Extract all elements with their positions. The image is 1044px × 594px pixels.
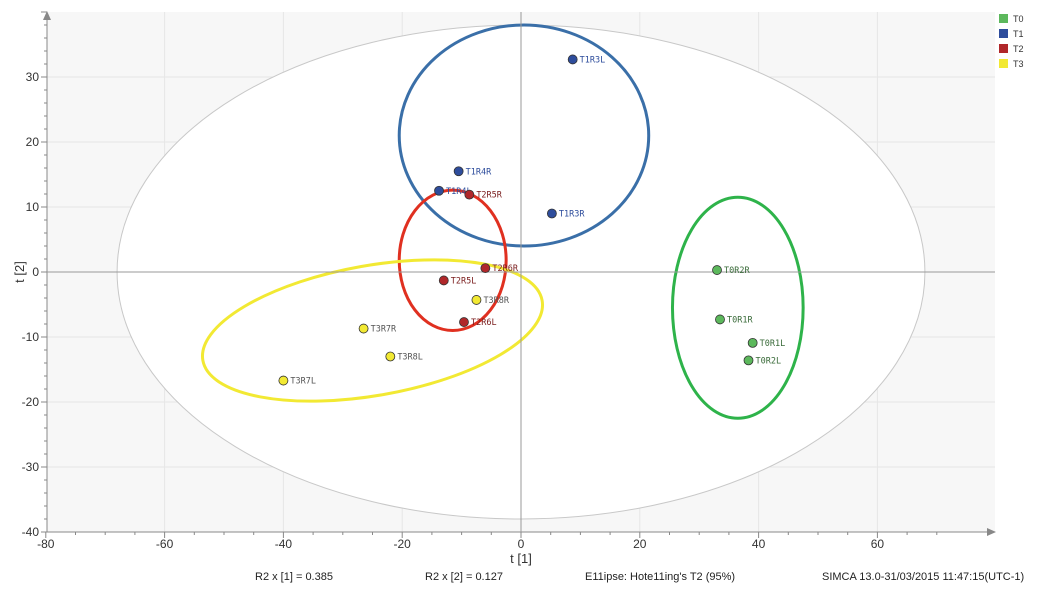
data-points: T0R2R T0R1R T0R1L T0R2L T1R3L T1R4R T1R4L T1R3R… — [278, 54, 786, 387]
legend: T0 T1 T2 T3 — [999, 14, 1024, 69]
x-tick-label: -20 — [394, 537, 412, 551]
r2x-component-2: R2 x [2] = 0.127 — [425, 571, 503, 583]
y-tick-label: 0 — [32, 265, 39, 279]
group-ellipse-t1 — [397, 23, 651, 248]
point-label: T0R1R — [727, 315, 753, 325]
point-t0r2r — [712, 265, 722, 275]
y-tick-label: -20 — [22, 395, 40, 409]
y-tick-label: -10 — [22, 330, 40, 344]
x-tick-label: -80 — [37, 537, 55, 551]
legend-label: T1 — [1013, 29, 1024, 39]
y-tick-label: -30 — [22, 460, 40, 474]
point-t3r8l — [385, 351, 396, 362]
x-tick-label: 40 — [752, 537, 766, 551]
legend-swatch-t3 — [999, 59, 1008, 68]
legend-swatch-t1 — [999, 29, 1008, 38]
x-tick-label: 0 — [518, 537, 525, 551]
point-t0r2l — [743, 355, 754, 366]
point-label: T3R7L — [290, 377, 316, 387]
x-tick-label: 20 — [633, 537, 647, 551]
point-label: T3R8L — [397, 353, 423, 363]
point-t3r8r — [471, 295, 482, 305]
y-tick-label: 30 — [26, 70, 40, 84]
x-axis-label: t [1] — [510, 551, 532, 566]
group-ellipse-t0 — [670, 195, 805, 420]
point-t1r3r — [546, 208, 557, 219]
point-t2r6r — [480, 263, 491, 274]
point-t1r3l — [567, 54, 578, 65]
y-tick-label: 10 — [26, 200, 40, 214]
x-tick-label: -60 — [156, 537, 174, 551]
point-label: T2R6R — [492, 264, 518, 274]
point-label: T0R2R — [724, 266, 750, 276]
point-label: T0R2L — [756, 356, 782, 366]
point-label: T1R3R — [559, 210, 585, 220]
point-t2r5l — [438, 275, 449, 286]
legend-label: T3 — [1013, 59, 1024, 69]
y-tick-label: 20 — [26, 135, 40, 149]
point-t2r5r — [464, 189, 475, 200]
point-t0r1l — [747, 337, 758, 348]
y-axis-arrow — [43, 11, 51, 20]
legend-swatch-t0 — [999, 14, 1008, 23]
point-label: T3R7R — [371, 325, 397, 335]
point-label: T1R4R — [466, 167, 492, 177]
tick-labels: -80 -60 -40 -20 0 20 40 60 30 20 10 0 -10 -20 -30 -40 — [22, 70, 885, 551]
point-t1r4l — [434, 185, 444, 196]
point-label: T1R3L — [580, 55, 606, 65]
point-t3r7l — [278, 375, 289, 386]
x-tick-label: -40 — [275, 537, 293, 551]
point-label: T2R5R — [476, 191, 502, 201]
r2x-component-1: R2 x [1] = 0.385 — [255, 571, 333, 583]
legend-label: T2 — [1013, 44, 1024, 54]
point-label: T2R5L — [451, 276, 477, 286]
point-label: T3R8R — [483, 296, 509, 306]
point-label: T1R4L — [446, 187, 472, 197]
point-t0r1r — [715, 314, 725, 325]
point-t2r6l — [459, 317, 469, 327]
y-axis-label: t [2] — [12, 261, 27, 283]
y-tick-label: -40 — [22, 525, 40, 539]
point-label: T0R1L — [760, 339, 786, 349]
point-t1r4r — [453, 166, 464, 177]
axes — [41, 11, 996, 538]
legend-swatch-t2 — [999, 44, 1008, 53]
point-t3r7r — [358, 323, 369, 334]
ellipse-note: E11ipse: Hote11ing's T2 (95%) — [585, 571, 736, 583]
x-axis-arrow — [987, 528, 996, 536]
x-tick-label: 60 — [871, 537, 885, 551]
point-label: T2R6L — [471, 318, 497, 328]
group-ellipse-t3 — [200, 258, 545, 403]
legend-label: T0 — [1013, 14, 1024, 24]
simca-version: SIMCA 13.0-31/03/2015 11:47:15(UTC-1) — [822, 571, 1025, 583]
